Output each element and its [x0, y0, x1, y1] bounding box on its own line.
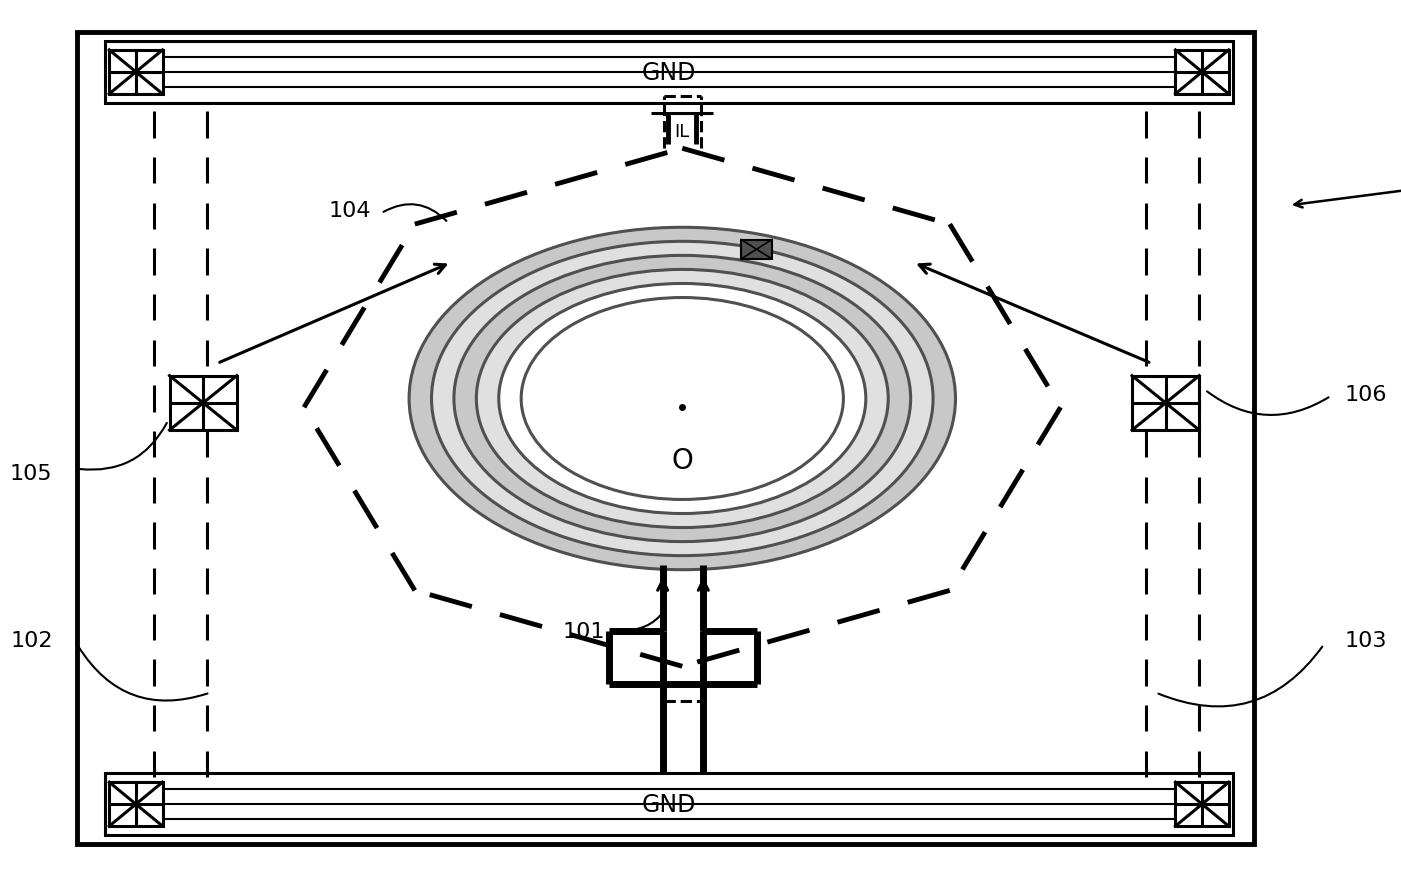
Text: 101: 101: [563, 622, 605, 641]
Text: O: O: [671, 446, 693, 474]
Bar: [170, 376, 237, 431]
Text: GND: GND: [642, 792, 696, 816]
Bar: [1175, 51, 1229, 95]
Text: 104: 104: [329, 201, 371, 220]
Bar: [105, 42, 1233, 103]
Bar: [105, 774, 1233, 835]
Bar: [1175, 782, 1229, 826]
Text: 103: 103: [1345, 631, 1387, 650]
Text: GND: GND: [642, 61, 696, 85]
Ellipse shape: [499, 284, 866, 514]
Bar: [77, 33, 1254, 844]
Ellipse shape: [476, 270, 888, 528]
Ellipse shape: [409, 228, 955, 570]
Bar: [109, 782, 163, 826]
Text: 102: 102: [11, 631, 53, 650]
Text: 106: 106: [1345, 385, 1387, 404]
Text: 105: 105: [10, 464, 52, 483]
Text: IL: IL: [675, 123, 689, 140]
Ellipse shape: [454, 256, 911, 542]
Bar: [109, 51, 163, 95]
Ellipse shape: [432, 242, 933, 556]
Bar: [1132, 376, 1199, 431]
Bar: [741, 240, 772, 260]
Ellipse shape: [521, 298, 843, 500]
